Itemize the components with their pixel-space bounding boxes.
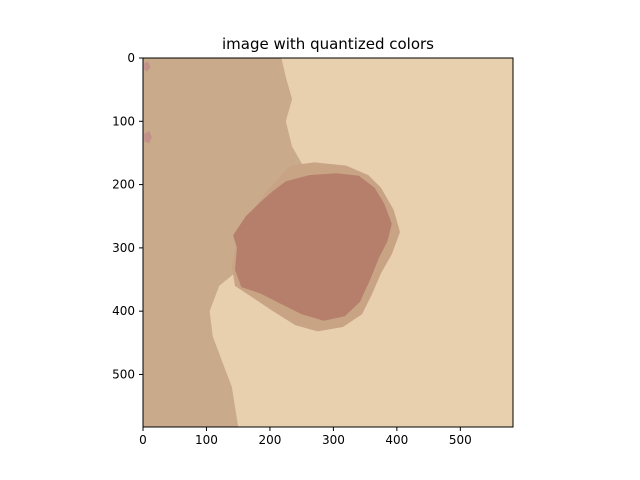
x-tick-label: 400 (385, 433, 408, 447)
y-tick-label: 400 (112, 304, 135, 318)
x-tick-label: 100 (195, 433, 218, 447)
x-axis: 0 100 200 300 400 500 (139, 427, 472, 447)
image-region-background-mid (143, 58, 305, 427)
x-tick-label: 500 (449, 433, 472, 447)
image-region-lesion-core (233, 173, 392, 321)
y-tick-label: 200 (112, 178, 135, 192)
image-region-speckle-red (144, 61, 151, 72)
y-tick-label: 300 (112, 241, 135, 255)
y-tick-label: 0 (127, 51, 135, 65)
image-region-background-light (408, 109, 423, 125)
y-tick-label: 500 (112, 367, 135, 381)
y-axis: 0 100 200 300 400 500 (112, 51, 143, 381)
x-tick-label: 0 (139, 433, 147, 447)
y-tick-label: 100 (112, 114, 135, 128)
x-tick-label: 200 (258, 433, 281, 447)
image-region-speckle-red (144, 130, 152, 144)
x-tick-label: 300 (322, 433, 345, 447)
chart-title: image with quantized colors (222, 35, 434, 53)
plot-frame (142, 57, 514, 428)
plot-area (143, 58, 513, 427)
